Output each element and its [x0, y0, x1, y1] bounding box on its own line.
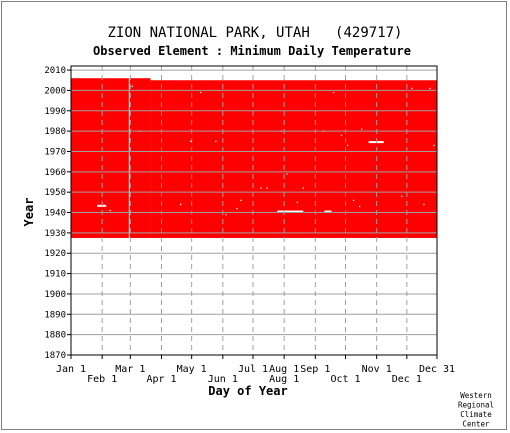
missing-segment [324, 210, 332, 213]
credit-line: Climate [460, 410, 492, 419]
x-tick-label: Dec 31 [419, 364, 455, 375]
missing-point [215, 140, 217, 143]
credit-line: Western [460, 391, 492, 400]
y-tick-label: 1960 [44, 168, 66, 178]
missing-point [358, 205, 361, 208]
x-tick-label: Aug 1 [269, 374, 299, 385]
missing-point [190, 140, 192, 143]
axis-layer: 1870 1880 1890 1900 1910 1920 1930 1940 1950 1960… [44, 65, 455, 385]
y-tick-label: 1910 [44, 270, 66, 280]
y-tick-label: 2000 [44, 86, 66, 96]
credit-line: Regional [458, 401, 494, 410]
missing-point [332, 91, 335, 94]
missing-point [429, 87, 431, 90]
missing-point [131, 85, 134, 88]
y-tick-label: 1990 [44, 107, 66, 117]
missing-point [423, 203, 425, 206]
x-tick-label: Nov 1 [362, 364, 392, 375]
x-tick-label: Sep 1 [300, 364, 330, 375]
missing-point [286, 173, 288, 175]
missing-point [266, 187, 268, 189]
y-tick-label: 1930 [44, 229, 66, 239]
missing-point [236, 207, 238, 210]
grid-layer [70, 66, 438, 356]
missing-point [179, 203, 182, 206]
y-tick-label: 1940 [44, 209, 66, 219]
missing-segment [368, 141, 384, 144]
data-layer [71, 78, 437, 238]
missing-point [352, 199, 355, 202]
missing-point [433, 144, 435, 147]
missing-point [340, 134, 343, 136]
x-tick-label: Apr 1 [146, 374, 176, 385]
missing-point [260, 187, 262, 189]
missing-segment [128, 78, 130, 238]
missing-point [240, 199, 242, 202]
y-tick-label: 1890 [44, 310, 66, 320]
y-tick-label: 1880 [44, 331, 66, 341]
x-tick-label: Aug 1 [269, 364, 299, 375]
missing-point [401, 195, 403, 197]
x-tick-label: Jun 1 [208, 374, 238, 385]
missing-segment [277, 210, 304, 213]
x-tick-label: Oct 1 [330, 374, 360, 385]
missing-point [200, 91, 202, 94]
y-tick-label: 1900 [44, 290, 66, 300]
missing-segment [97, 204, 107, 207]
data-coverage-block [71, 78, 151, 238]
missing-point [411, 87, 413, 90]
missing-point [360, 128, 363, 130]
data-coverage-block [150, 80, 437, 238]
y-tick-label: 2010 [44, 66, 66, 76]
x-tick-label: Mar 1 [115, 364, 145, 375]
missing-point [225, 213, 227, 216]
missing-point [346, 144, 349, 147]
y-tick-label: 1870 [44, 351, 66, 361]
y-tick-label: 1920 [44, 249, 66, 259]
chart-subtitle: Observed Element : Minimum Daily Tempera… [93, 44, 411, 58]
missing-point [109, 209, 111, 212]
plot-border [70, 65, 438, 356]
x-tick-label: May 1 [177, 364, 207, 375]
chart-title: ZION NATIONAL PARK, UTAH (429717) [107, 25, 402, 41]
x-tick-label: Dec 1 [392, 374, 422, 385]
x-tick-label: Jan 1 [56, 364, 86, 375]
missing-point [302, 187, 304, 189]
y-axis-label: Year [22, 198, 36, 227]
y-tick-label: 1950 [44, 188, 66, 198]
x-axis-label: Day of Year [208, 384, 287, 398]
y-tick-label: 1970 [44, 147, 66, 157]
x-tick-label: Jul 1 [238, 364, 268, 375]
credit-line: Center [462, 420, 490, 429]
y-tick-label: 1980 [44, 127, 66, 137]
x-tick-label: Feb 1 [87, 374, 117, 385]
missing-point [296, 201, 298, 204]
